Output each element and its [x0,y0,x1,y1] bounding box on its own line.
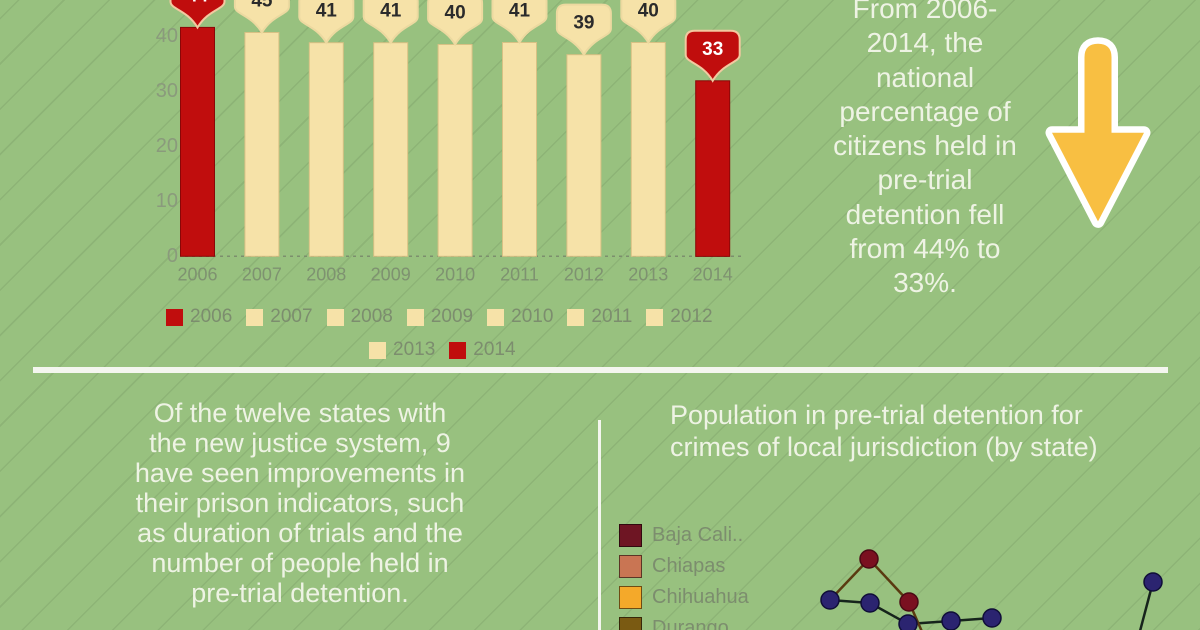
svg-text:41: 41 [380,1,402,22]
svg-text:2011: 2011 [500,264,539,284]
svg-text:33: 33 [702,39,723,60]
svg-text:2008: 2008 [306,264,346,284]
svg-text:20: 20 [156,135,178,157]
svg-text:39: 39 [573,13,594,34]
svg-text:2013: 2013 [628,264,668,284]
svg-text:0: 0 [167,245,178,267]
svg-text:41: 41 [509,1,531,22]
svg-text:2014: 2014 [693,264,733,284]
svg-text:41: 41 [316,1,338,22]
svg-text:2010: 2010 [435,264,475,284]
svg-text:44: 44 [187,0,209,6]
svg-text:2007: 2007 [242,264,282,284]
svg-text:2006: 2006 [177,264,217,284]
svg-text:45: 45 [251,0,273,12]
svg-text:2012: 2012 [564,264,604,284]
svg-text:10: 10 [156,190,178,212]
svg-text:30: 30 [156,80,178,102]
svg-text:40: 40 [638,1,659,22]
svg-text:40: 40 [156,25,178,47]
svg-text:2009: 2009 [371,264,411,284]
svg-text:40: 40 [445,3,466,24]
